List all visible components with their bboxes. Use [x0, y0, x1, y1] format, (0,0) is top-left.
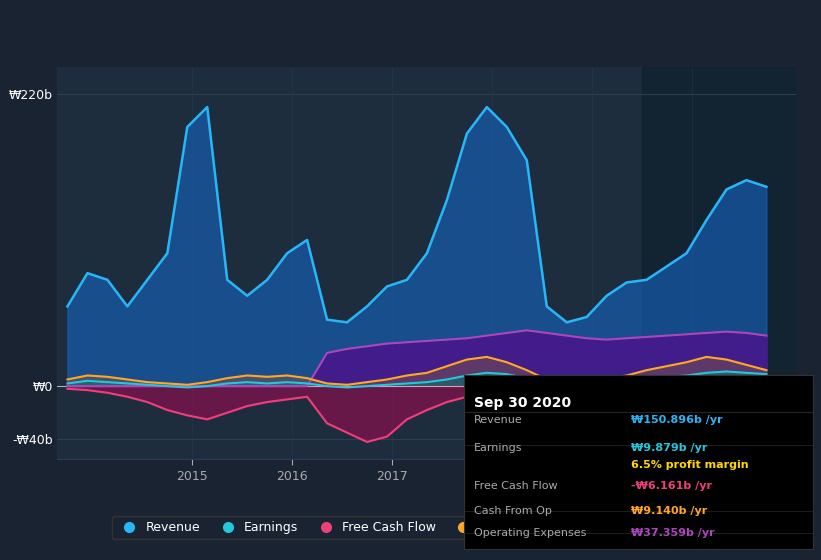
Text: Earnings: Earnings — [475, 443, 523, 453]
Text: Cash From Op: Cash From Op — [475, 506, 553, 516]
Text: ₩9.879b /yr: ₩9.879b /yr — [631, 443, 708, 453]
Text: Sep 30 2020: Sep 30 2020 — [475, 396, 571, 410]
Text: -₩6.161b /yr: -₩6.161b /yr — [631, 481, 713, 491]
Text: ₩37.359b /yr: ₩37.359b /yr — [631, 528, 715, 538]
Legend: Revenue, Earnings, Free Cash Flow, Cash From Op, Operating Expenses: Revenue, Earnings, Free Cash Flow, Cash … — [112, 516, 742, 539]
Text: Free Cash Flow: Free Cash Flow — [475, 481, 558, 491]
Text: ₩9.140b /yr: ₩9.140b /yr — [631, 506, 708, 516]
Text: ₩150.896b /yr: ₩150.896b /yr — [631, 416, 723, 426]
Bar — [641, 67, 796, 459]
Text: Revenue: Revenue — [475, 416, 523, 426]
Text: Operating Expenses: Operating Expenses — [475, 528, 587, 538]
Text: 6.5% profit margin: 6.5% profit margin — [631, 460, 749, 470]
